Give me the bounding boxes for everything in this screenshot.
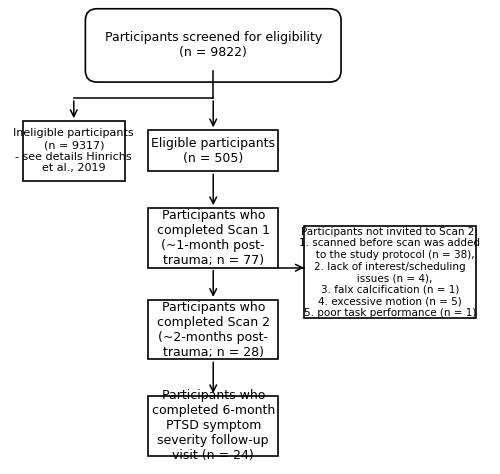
- Text: Participants screened for eligibility
(n = 9822): Participants screened for eligibility (n…: [104, 31, 322, 59]
- FancyBboxPatch shape: [304, 227, 476, 318]
- FancyBboxPatch shape: [22, 121, 125, 181]
- Text: Eligible participants
(n = 505): Eligible participants (n = 505): [151, 137, 275, 165]
- FancyBboxPatch shape: [148, 130, 278, 172]
- FancyBboxPatch shape: [148, 300, 278, 359]
- Text: Participants who
completed Scan 2
(~2-months post-
trauma; n = 28): Participants who completed Scan 2 (~2-mo…: [156, 301, 270, 359]
- Text: Participants who
completed Scan 1
(~1-month post-
trauma; n = 77): Participants who completed Scan 1 (~1-mo…: [156, 209, 270, 267]
- FancyBboxPatch shape: [148, 208, 278, 268]
- Text: Participants not invited to Scan 2:
1. scanned before scan was added
   to the s: Participants not invited to Scan 2: 1. s…: [300, 227, 480, 318]
- FancyBboxPatch shape: [148, 396, 278, 456]
- FancyBboxPatch shape: [86, 9, 341, 82]
- Text: Ineligible participants
(n = 9317)
- see details Hinrichs
et al., 2019: Ineligible participants (n = 9317) - see…: [14, 128, 134, 173]
- Text: Participants who
completed 6-month
PTSD symptom
severity follow-up
visit (n = 24: Participants who completed 6-month PTSD …: [152, 389, 275, 462]
